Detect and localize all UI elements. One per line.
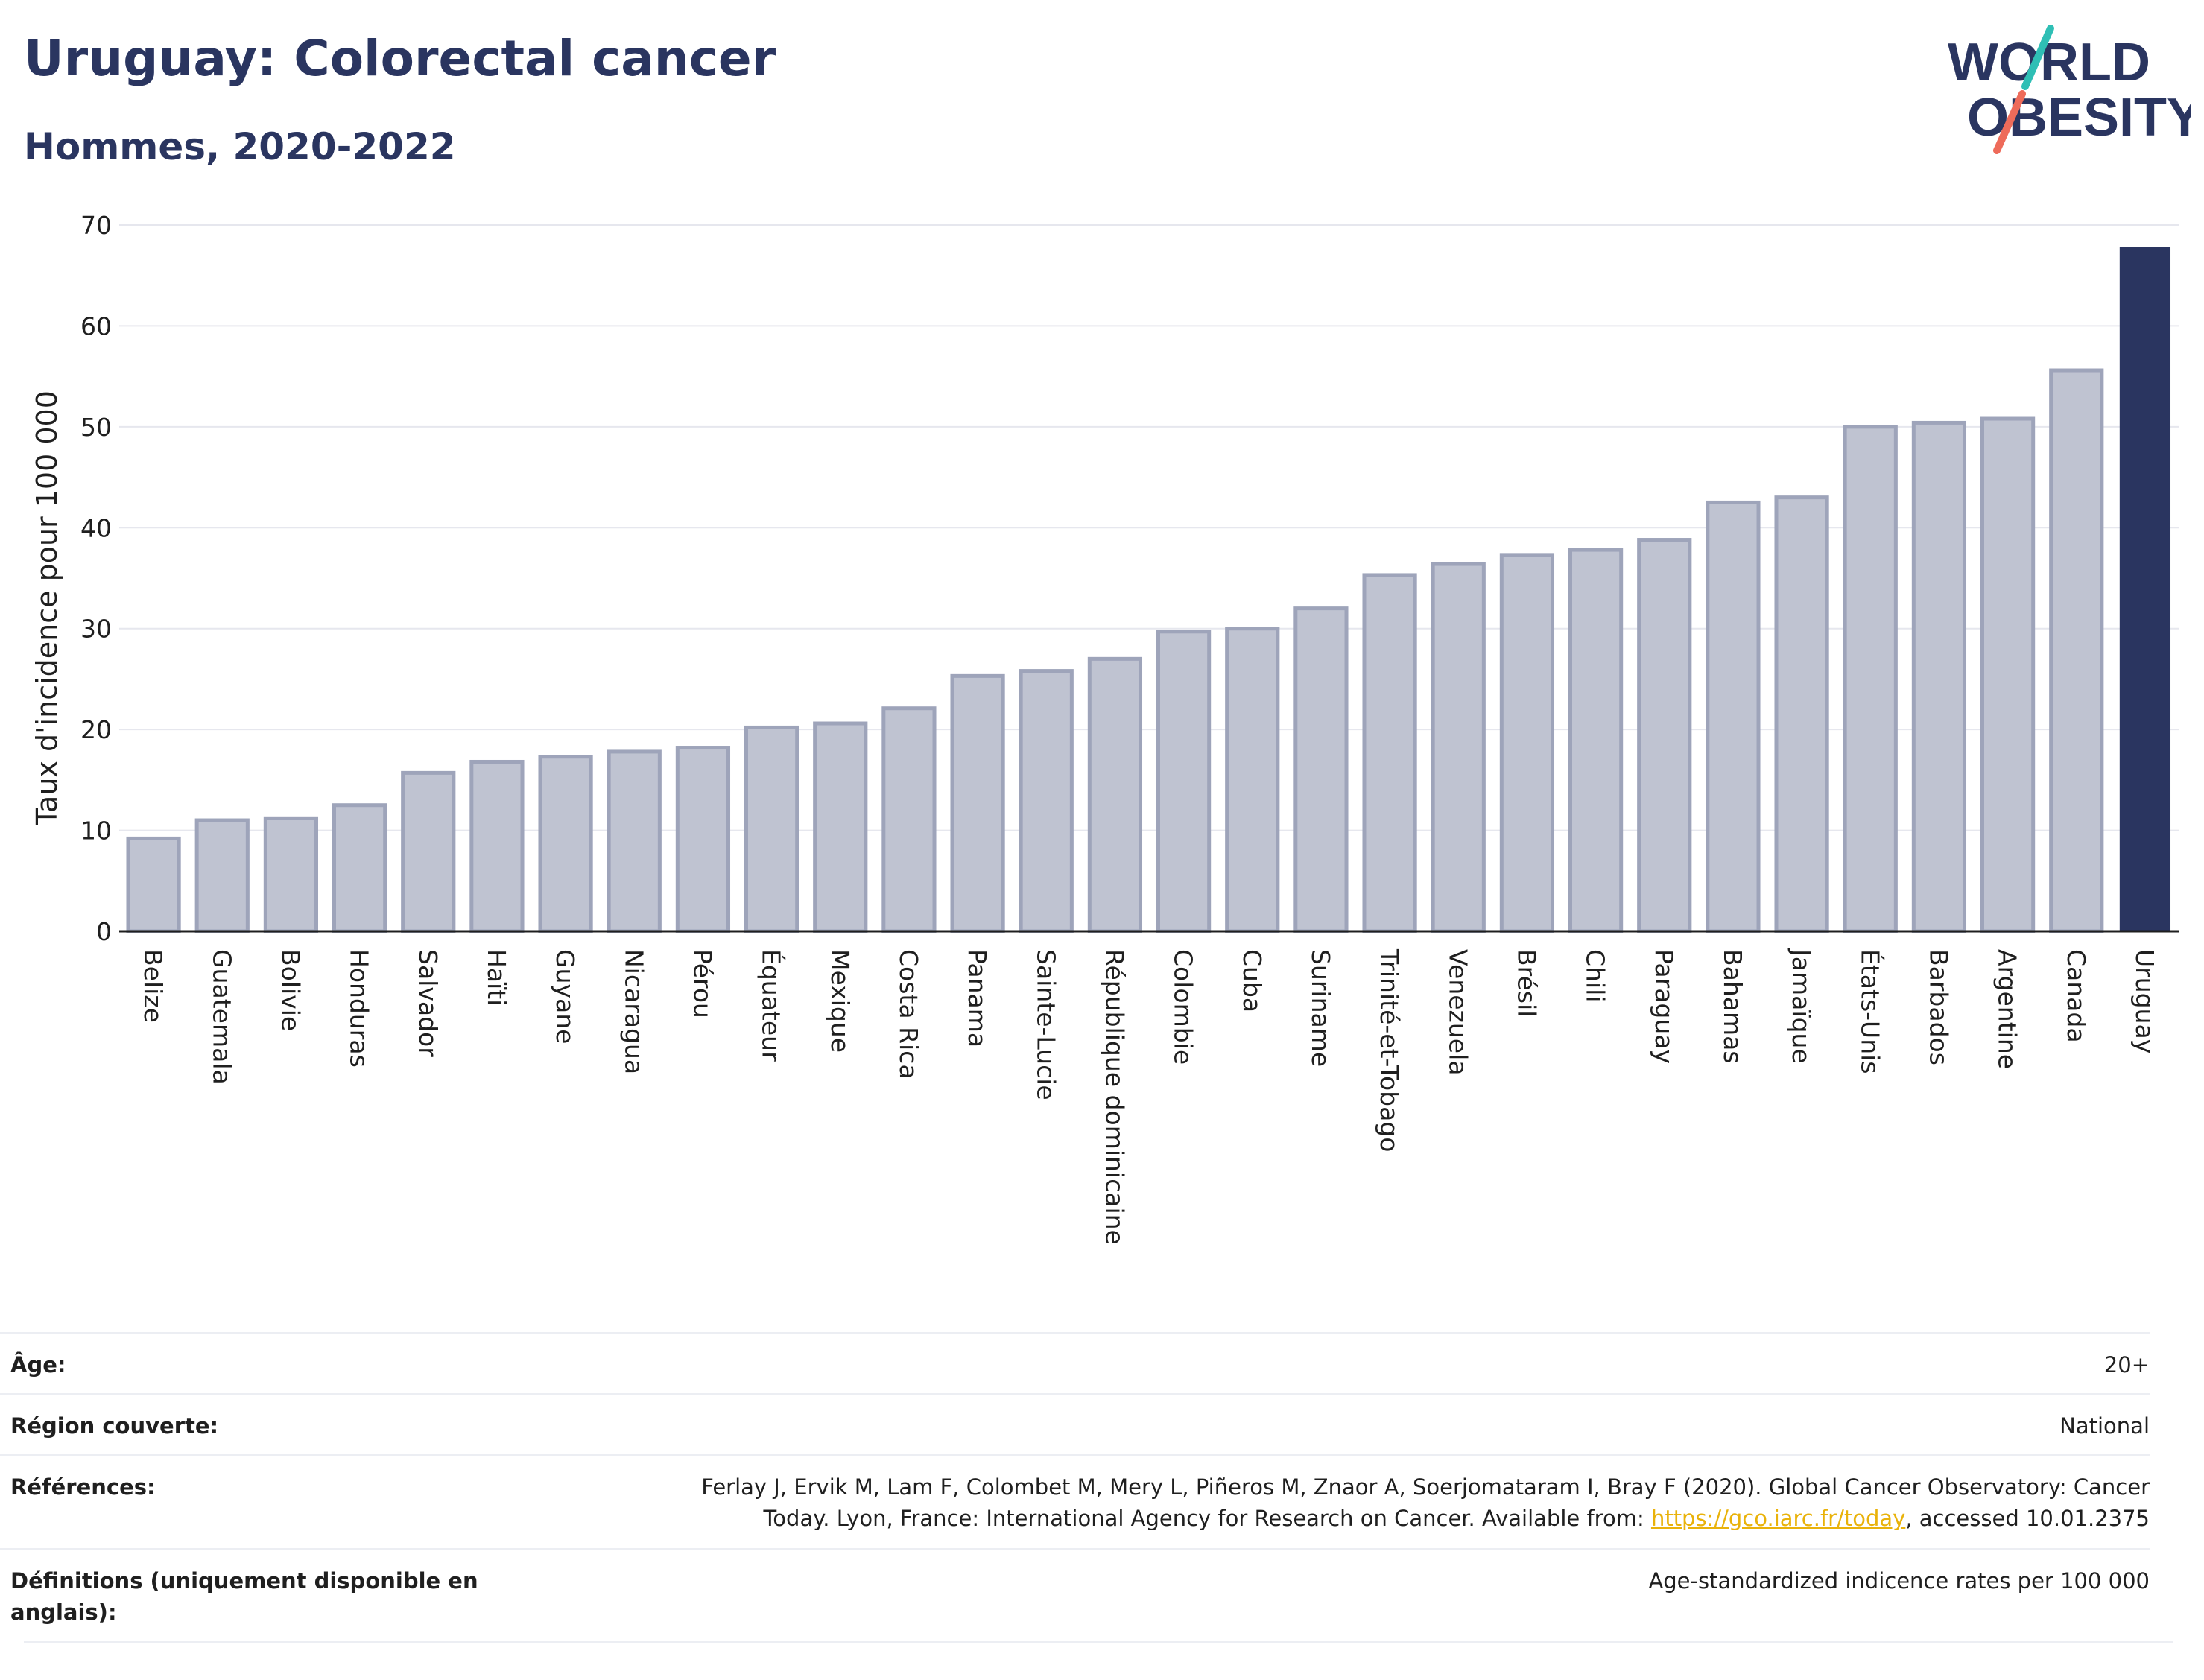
bar-bolivie: [263, 816, 319, 933]
x-tick-label: États-Unis: [1855, 949, 1885, 1074]
bar-br-sil: [1499, 553, 1555, 933]
region-label: Région couverte:: [10, 1413, 219, 1439]
x-tick-label: Brésil: [1512, 949, 1541, 1017]
x-tick-label: Panama: [963, 949, 992, 1047]
page-title: Uruguay: Colorectal cancer: [24, 30, 776, 87]
x-tick-label: Mexique: [826, 949, 855, 1053]
x-tick-label: Chili: [1581, 949, 1610, 1002]
meta-row-references: Références: Ferlay J, Ervik M, Lam F, Co…: [0, 1454, 2150, 1546]
references-line1: Ferlay J, Ervik M, Lam F, Colombet M, Me…: [701, 1474, 2150, 1500]
x-tick-label: Barbados: [1924, 949, 1953, 1065]
region-value: National: [2059, 1413, 2150, 1439]
x-tick-label: Nicaragua: [619, 949, 648, 1074]
definitions-label: Définitions (uniquement disponible en an…: [10, 1568, 478, 1625]
x-tick-label: Jamaïque: [1787, 948, 1816, 1064]
x-category-labels: Belize Guatemala Bolivie Honduras Salvador Ha…: [139, 948, 2159, 1245]
x-tick-label: Paraguay: [1650, 949, 1679, 1064]
x-tick-label: Colombie: [1169, 949, 1198, 1065]
x-tick-label: Venezuela: [1443, 949, 1472, 1075]
references-link[interactable]: https://gco.iarc.fr/today: [1650, 1506, 1906, 1531]
bar-belize: [126, 836, 181, 933]
x-tick-label: Haïti: [482, 949, 511, 1006]
y-tick-labels: 0 10 20 30 40 50 60 70: [80, 211, 112, 946]
x-tick-label: Cuba: [1238, 949, 1267, 1012]
y-tick-label: 30: [80, 615, 112, 644]
y-axis-title: Taux d'incidence pour 100 000: [31, 390, 63, 826]
y-tick-label: 40: [80, 513, 112, 542]
world-obesity-logo: WORLD OBESITY: [1948, 25, 2191, 154]
bar-guatemala: [194, 818, 250, 933]
references-line2-pre: Today. Lyon, France: International Agenc…: [763, 1506, 1651, 1531]
bar-panama: [950, 673, 1005, 933]
y-tick-label: 0: [96, 917, 112, 946]
bar-ha-ti: [469, 759, 525, 933]
y-tick-label: 70: [80, 211, 112, 240]
references-label: Références:: [10, 1474, 156, 1500]
bar-bahamas: [1706, 500, 1761, 933]
bar-argentine: [1980, 416, 2036, 933]
x-tick-label: Équateur: [757, 949, 787, 1062]
bar-r-publique-dominicaine: [1087, 656, 1143, 933]
x-tick-label: Belize: [139, 949, 168, 1023]
x-tick-label: Guatemala: [207, 949, 236, 1085]
x-tick-label: Bolivie: [276, 949, 305, 1031]
definitions-value: Age-standardized indicence rates per 100…: [1648, 1568, 2150, 1594]
bar-venezuela: [1431, 562, 1486, 933]
x-tick-label: Argentine: [1993, 949, 2022, 1069]
bar-uruguay: [2119, 247, 2171, 931]
meta-row-region: Région couverte: National: [0, 1393, 2150, 1455]
meta-bottom-divider: [24, 1641, 2173, 1643]
meta-row-age: Âge: 20+: [0, 1332, 2150, 1394]
bar-honduras: [332, 803, 387, 933]
bar-mexique: [813, 721, 868, 933]
references-line2: Today. Lyon, France: International Agenc…: [701, 1503, 2150, 1534]
bar-chili: [1568, 548, 1624, 933]
bar--tats-unis: [1843, 425, 1898, 933]
meta-row-definitions: Définitions (uniquement disponible en an…: [0, 1548, 2150, 1640]
y-tick-label: 60: [80, 311, 112, 340]
bar-nicaragua: [607, 749, 662, 933]
age-value: 20+: [2103, 1352, 2150, 1378]
bar--quateur: [744, 725, 799, 933]
x-tick-label: Trinité-et-Tobago: [1375, 948, 1404, 1152]
logo-slash-teal: [2021, 25, 2054, 90]
bar-salvador: [401, 770, 456, 933]
bar-sainte-lucie: [1019, 669, 1074, 933]
bar-canada: [2049, 368, 2104, 933]
x-tick-label: République dominicaine: [1100, 949, 1129, 1245]
bar-chart: 0 10 20 30 40 50 60 70 Belize Guatemala Bolivie Ho…: [31, 211, 2179, 1245]
x-tick-label: Salvador: [414, 949, 443, 1057]
x-tick-label: Honduras: [345, 949, 374, 1068]
references-line2-post: , accessed 10.01.2375: [1905, 1506, 2150, 1531]
bar-colombie: [1156, 630, 1212, 933]
bar-suriname: [1293, 606, 1349, 933]
x-tick-label: Costa Rica: [894, 949, 923, 1080]
y-tick-label: 50: [80, 413, 112, 442]
logo-slash-coral: [1993, 90, 2026, 154]
y-tick-label: 20: [80, 715, 112, 744]
x-tick-label: Bahamas: [1718, 949, 1747, 1064]
bars: [126, 247, 2171, 933]
references-value: Ferlay J, Ervik M, Lam F, Colombet M, Me…: [701, 1471, 2150, 1534]
x-tick-label: Pérou: [688, 949, 717, 1018]
bar-barbados: [1911, 420, 1967, 933]
bar-costa-rica: [881, 706, 937, 933]
bar-jama-que: [1774, 495, 1829, 933]
x-tick-label: Sainte-Lucie: [1031, 949, 1060, 1100]
age-label: Âge:: [10, 1352, 66, 1378]
bar-trinit-et-tobago: [1362, 573, 1417, 933]
x-tick-label: Suriname: [1306, 949, 1335, 1067]
x-tick-label: Guyane: [551, 949, 580, 1044]
y-tick-label: 10: [80, 817, 112, 846]
bar-cuba: [1225, 627, 1280, 933]
x-tick-label: Uruguay: [2130, 949, 2159, 1053]
bar-guyane: [538, 755, 593, 933]
x-tick-label: Canada: [2062, 949, 2091, 1043]
logo-line1: WORLD: [1948, 33, 2150, 92]
page-subtitle: Hommes, 2020-2022: [24, 125, 456, 168]
bar-p-rou: [675, 746, 731, 933]
bar-paraguay: [1637, 538, 1692, 933]
